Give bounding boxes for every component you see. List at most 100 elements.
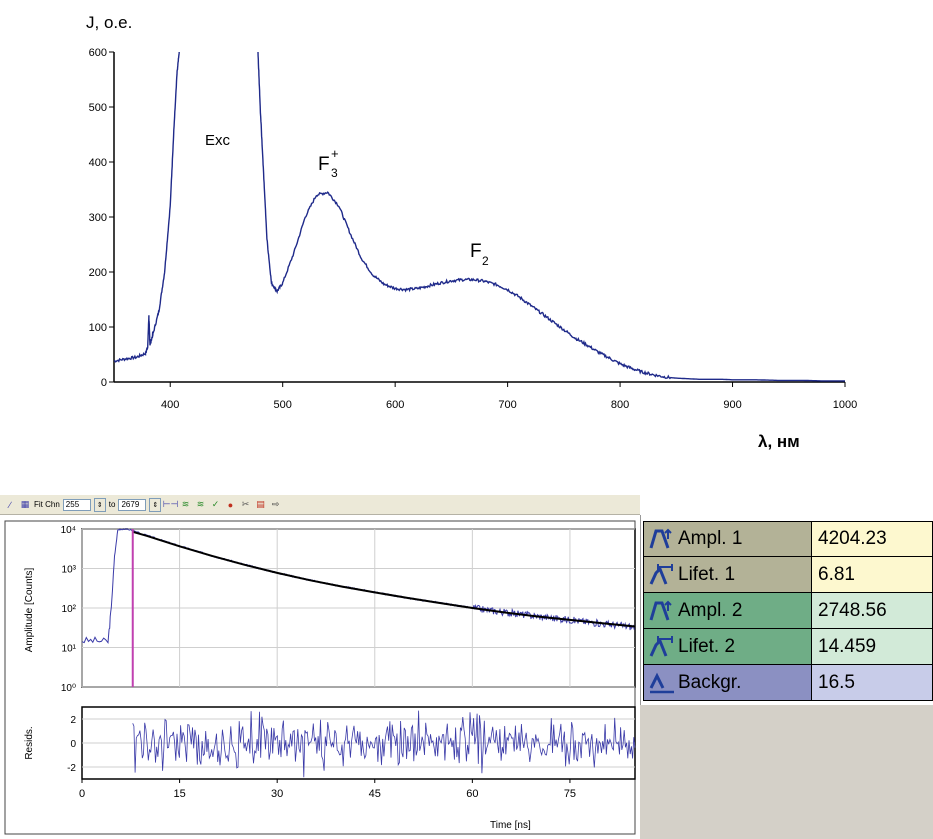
param-value: 6.81: [818, 563, 855, 585]
param-value-cell[interactable]: 6.81: [812, 557, 932, 592]
y-tick-label: 600: [89, 47, 107, 59]
peak-label-f2: F 2: [470, 241, 489, 268]
fit-toolbar: ∕ ▦ Fit Chn ⇕ to ⇕ ⊢⊣ ≋ ≋ ✓ ● ✂ ▤ ⇨: [0, 495, 640, 515]
f3-sup: +: [331, 146, 339, 161]
spectrum-series: [113, 51, 845, 382]
param-row-lifet-2: Lifet. 2 14.459: [643, 629, 933, 665]
param-name-cell[interactable]: Lifet. 2: [644, 629, 812, 664]
amplitude-icon: [649, 600, 672, 620]
lifetime-icon: [649, 563, 673, 585]
param-name: Lifet. 1: [678, 563, 736, 585]
time-x-tick-label: 0: [79, 788, 85, 800]
fit-continue-icon[interactable]: ≋: [196, 499, 205, 509]
param-row-backgr: Backgr. 16.5: [643, 665, 933, 701]
amplitude-icon: [649, 528, 672, 549]
param-value: 4204.23: [818, 528, 887, 549]
param-name-cell[interactable]: Ampl. 1: [644, 522, 812, 556]
fit-from-input[interactable]: [62, 498, 91, 511]
param-name-cell[interactable]: Ampl. 2: [644, 593, 812, 628]
param-value-cell[interactable]: 14.459: [812, 629, 932, 664]
emission-spectrum-chart: J, o.e. 0 100 200 300 400 500 600 400 500 600 700…: [86, 13, 857, 451]
y-tick-label: 200: [89, 267, 107, 279]
f3-main: F: [318, 154, 330, 175]
param-name: Ampl. 1: [678, 528, 743, 549]
param-value: 16.5: [818, 671, 855, 693]
x-tick-label: 400: [161, 399, 179, 411]
param-value-cell[interactable]: 4204.23: [812, 522, 932, 556]
y-tick-label: 300: [89, 212, 107, 224]
tools-icon[interactable]: ✂: [241, 499, 250, 509]
param-name-cell[interactable]: Backgr.: [644, 665, 812, 700]
y-tick-label: 100: [89, 322, 107, 334]
fit-to-stepper[interactable]: ⇕: [149, 497, 162, 512]
resid-series: [132, 710, 636, 778]
decay-y-tick-label: 10²: [62, 604, 77, 615]
param-value-cell[interactable]: 2748.56: [812, 593, 932, 628]
decay-y-tick-label: 10¹: [62, 644, 77, 655]
param-name-cell[interactable]: Lifet. 1: [644, 557, 812, 592]
fit-from-stepper[interactable]: ⇕: [93, 497, 106, 512]
decay-y-tick-label: 10⁴: [61, 525, 76, 536]
stop-icon[interactable]: ●: [227, 499, 234, 510]
x-tick-label: 900: [723, 399, 741, 411]
resid-y-tick-label: 2: [70, 715, 76, 726]
fit-start-icon[interactable]: ≋: [181, 499, 190, 509]
background-icon: [649, 672, 674, 693]
params-panel-background: [640, 705, 933, 839]
time-x-tick-label: 30: [271, 788, 283, 800]
fit-check-icon[interactable]: ✓: [211, 499, 220, 509]
spectrum-y-ticks: 0 100 200 300 400 500 600: [89, 47, 114, 389]
y-tick-label: 400: [89, 157, 107, 169]
f2-sub: 2: [482, 254, 489, 268]
decay-fit-panel: ∕ ▦ Fit Chn ⇕ to ⇕ ⊢⊣ ≋ ≋ ✓ ● ✂ ▤ ⇨ 10⁰1…: [0, 495, 933, 839]
resid-y-tick-label: -2: [67, 763, 76, 774]
time-x-tick-label: 45: [369, 788, 381, 800]
time-x-tick-label: 60: [466, 788, 478, 800]
param-value: 2748.56: [818, 599, 887, 621]
y-tick-label: 0: [101, 377, 107, 389]
decay-y-tick-label: 10⁰: [61, 683, 76, 694]
range-icon[interactable]: ⊢⊣: [162, 499, 179, 509]
peak-label-exc: Exc: [205, 132, 231, 149]
spectrum-line: [113, 51, 180, 363]
view-table-icon[interactable]: ▦: [20, 499, 30, 509]
x-tick-label: 600: [386, 399, 404, 411]
param-name: Ampl. 2: [678, 599, 743, 621]
spectrum-x-ticks: 400 500 600 700 800 900 1000: [161, 382, 857, 411]
time-x-tick-label: 15: [173, 788, 185, 800]
lifetime-icon: [649, 635, 673, 657]
param-value-cell[interactable]: 16.5: [812, 665, 932, 700]
peak-label-f3plus: F 3 +: [318, 146, 339, 180]
x-tick-label: 1000: [833, 399, 857, 411]
decay-plot-area: 10⁰ 10¹ 10² 10³ 10⁴ -2 0 2 0 15 30 45 60 75 Amplitu…: [0, 515, 641, 839]
param-value: 14.459: [818, 635, 877, 657]
param-row-lifet-1: Lifet. 1 6.81: [643, 557, 933, 593]
exit-icon[interactable]: ⇨: [271, 499, 280, 509]
x-tick-label: 500: [274, 399, 292, 411]
resid-y-tick-label: 0: [70, 739, 76, 750]
spectrum-y-axis-label: J, o.e.: [86, 13, 132, 32]
param-name: Lifet. 2: [678, 635, 736, 657]
f2-main: F: [470, 241, 482, 262]
fit-channel-label: Fit Chn: [34, 500, 60, 509]
param-row-ampl-2: Ampl. 2 2748.56: [643, 593, 933, 629]
view-linear-icon[interactable]: ∕: [9, 499, 11, 510]
decay-y-axis-label: Amplitude [Counts]: [24, 568, 35, 653]
decay-fit-line: [132, 530, 636, 628]
y-tick-label: 500: [89, 102, 107, 114]
time-x-tick-label: 75: [564, 788, 576, 800]
x-tick-label: 800: [611, 399, 629, 411]
fit-parameters-table: Ampl. 1 4204.23 Lifet. 1 6.81 Ampl. 2 27…: [643, 521, 933, 701]
fit-to-label: to: [108, 500, 116, 509]
decay-grid: [81, 528, 635, 688]
residual-line: [132, 710, 636, 778]
param-name: Backgr.: [678, 671, 742, 693]
time-x-axis-label: Time [ns]: [490, 820, 531, 831]
time-x-ticks: 0 15 30 45 60 75: [79, 779, 576, 800]
decay-y-ticks: 10⁰ 10¹ 10² 10³ 10⁴: [61, 525, 77, 694]
x-tick-label: 700: [498, 399, 516, 411]
fit-to-input[interactable]: [118, 498, 147, 511]
decay-y-tick-label: 10³: [62, 565, 77, 576]
export-table-icon[interactable]: ▤: [256, 499, 265, 509]
resid-y-axis-label: Resids.: [24, 726, 35, 759]
